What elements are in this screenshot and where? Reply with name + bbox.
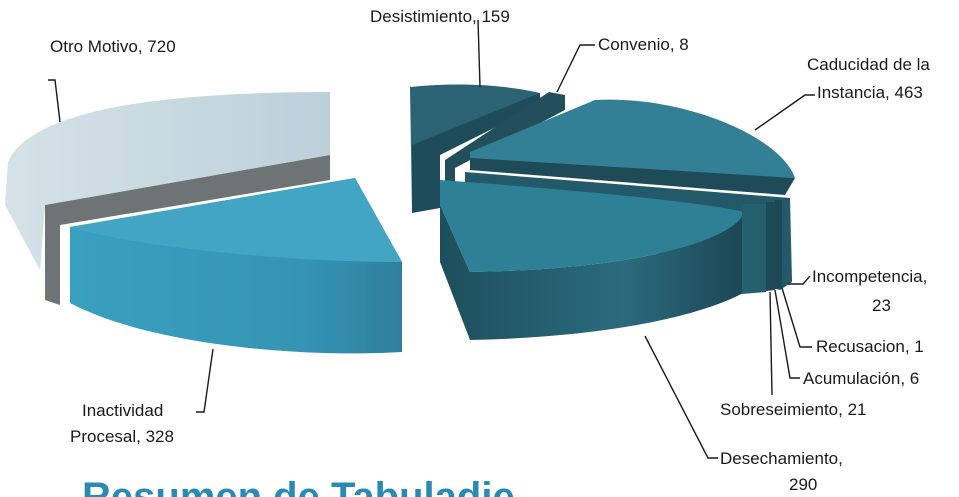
- data-label-incompetencia: 23: [872, 296, 891, 315]
- leader-line-desechamiento: [644, 335, 718, 459]
- data-label-recusacion: Recusacion, 1: [816, 337, 924, 356]
- data-label-desistimiento: Desistimiento, 159: [370, 7, 510, 26]
- data-label-desechamiento: Desechamiento,: [720, 449, 843, 468]
- slice-otro-motivo: [5, 92, 330, 305]
- slice-acumulacion: [766, 202, 775, 291]
- data-label-caducidad-de-la-instancia: Instancia, 463: [817, 83, 923, 102]
- leader-line-acumulacion: [774, 289, 800, 379]
- data-label-convenio: Convenio, 8: [598, 35, 689, 54]
- slice-desechamiento: [440, 180, 745, 340]
- slice-convenio: [445, 92, 565, 215]
- slice-sobreseimiento: [742, 204, 766, 294]
- leader-line-inactividad-procesal: [196, 348, 214, 413]
- data-label-otro-motivo: Otro Motivo, 720: [50, 37, 176, 56]
- data-label-sobreseimiento: Sobreseimiento, 21: [720, 400, 866, 419]
- data-label-inactividad-procesal: Inactividad: [82, 401, 163, 420]
- data-label-inactividad-procesal: Procesal, 328: [70, 427, 174, 446]
- data-label-acumulacion: Acumulación, 6: [803, 369, 919, 388]
- slice-recusacion: [775, 200, 782, 289]
- slice-caducidad-de-la-instancia: [470, 99, 795, 195]
- slice-desistimiento: [410, 84, 540, 213]
- leader-line-convenio: [556, 44, 595, 93]
- data-label-incompetencia: Incompetencia,: [812, 267, 927, 286]
- leader-line-recusacion: [781, 287, 812, 348]
- leader-line-desistimiento: [477, 19, 481, 88]
- leader-line-sobreseimiento: [769, 291, 773, 396]
- slice-inactividad-procesal: [70, 178, 402, 354]
- data-label-desechamiento: 290: [789, 475, 817, 494]
- leader-line-caducidad-de-la-instancia: [754, 94, 815, 131]
- leader-line-otro-motivo: [48, 79, 61, 123]
- data-label-caducidad-de-la-instancia: Caducidad de la: [807, 55, 930, 74]
- leader-line-incompetencia: [788, 275, 811, 285]
- partial-title: Resumen de Tabuladie: [82, 475, 515, 497]
